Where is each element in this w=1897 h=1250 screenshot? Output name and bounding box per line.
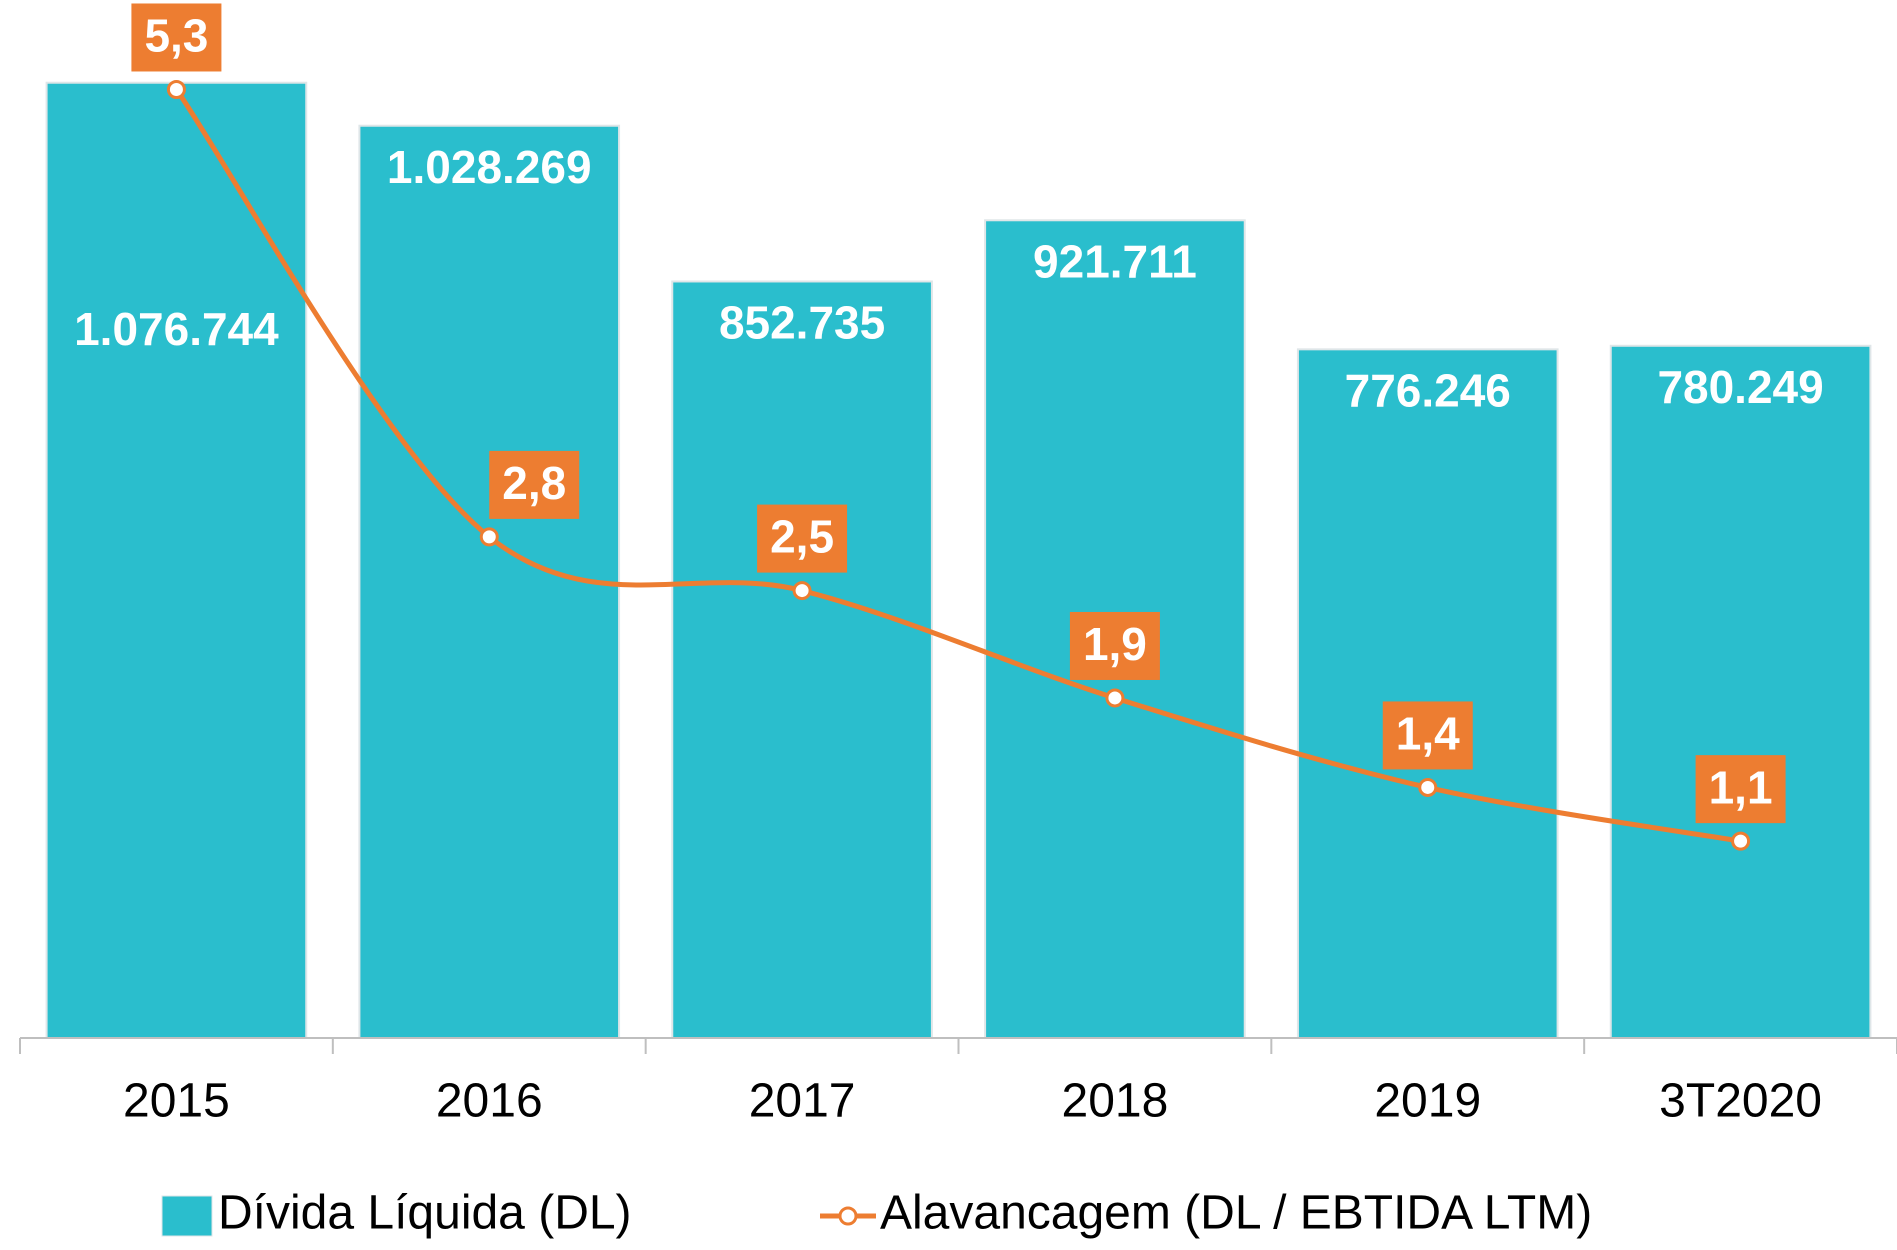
bar [671, 280, 933, 1039]
line-value-label-box: 1,9 [1069, 611, 1160, 680]
legend-label: Alavancagem (DL / EBTIDA LTM) [880, 1187, 1592, 1240]
line-marker [479, 527, 499, 547]
x-tick-label: 2017 [749, 1075, 856, 1128]
line-value-label: 2,5 [770, 511, 834, 563]
bar-value-label: 780.249 [1657, 361, 1823, 413]
line-value-label: 1,9 [1083, 618, 1147, 670]
line-marker [1105, 688, 1125, 708]
bar [45, 81, 308, 1040]
line-marker [1418, 777, 1438, 797]
line-value-label: 2,8 [502, 457, 566, 509]
line [174, 88, 1742, 844]
bar [358, 124, 621, 1039]
x-tick-label: 3T2020 [1659, 1075, 1822, 1128]
line-value-label-box: 1,4 [1382, 701, 1473, 770]
line-marker [1731, 831, 1751, 851]
x-tick-label: 2016 [436, 1075, 543, 1128]
bar [1609, 344, 1872, 1039]
legend-swatch [838, 1206, 858, 1226]
label-box [1069, 611, 1160, 680]
label-box [489, 450, 580, 519]
legend-swatch [161, 1195, 213, 1237]
line-marker [166, 79, 186, 99]
line-value-label-box: 2,8 [489, 450, 580, 519]
line-value-label-box: 1,1 [1695, 755, 1786, 824]
bar-value-label: 921.711 [1033, 235, 1197, 287]
label-box [1382, 701, 1473, 770]
bar-value-label: 1.028.269 [387, 141, 592, 193]
bar-value-label: 852.735 [719, 297, 885, 349]
line-value-label: 1,1 [1709, 761, 1773, 813]
label-box [131, 3, 222, 72]
label-box [757, 504, 848, 573]
line-value-label: 5,3 [144, 10, 208, 62]
line-value-label-box: 5,3 [131, 3, 222, 72]
x-tick-label: 2018 [1062, 1075, 1169, 1128]
bar [1296, 348, 1559, 1040]
bar-value-label: 776.246 [1345, 364, 1511, 416]
label-box [1695, 755, 1786, 824]
x-tick-label: 2015 [123, 1075, 230, 1128]
line-value-label: 1,4 [1396, 708, 1460, 760]
x-tick-label: 2019 [1374, 1075, 1481, 1128]
bar-value-label: 1.076.744 [74, 303, 279, 355]
legend-label: Dívida Líquida (DL) [218, 1187, 632, 1240]
line-value-label-box: 2,5 [757, 504, 848, 573]
line-marker [792, 581, 812, 601]
